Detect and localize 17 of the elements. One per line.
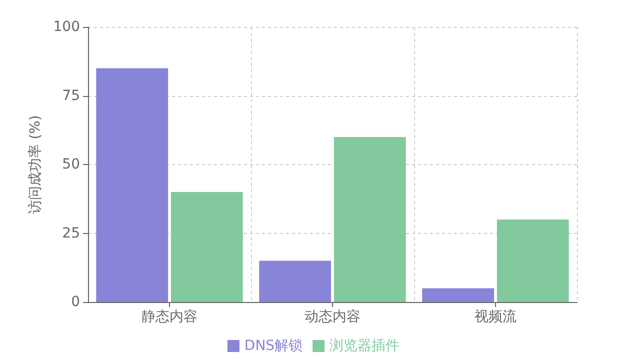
bar	[496, 220, 569, 302]
y-tick-label: 100	[53, 19, 80, 35]
y-tick-label: 25	[62, 225, 80, 242]
bar	[422, 288, 494, 302]
bar	[96, 68, 168, 302]
legend-label: 浏览器插件	[330, 338, 400, 354]
bar	[170, 192, 243, 302]
x-tick-label: 视频流	[474, 309, 516, 325]
y-axis-title: 访问成功率 (%)	[27, 115, 44, 214]
y-tick-label: 75	[62, 88, 80, 104]
x-tick-label: 动态内容	[304, 309, 360, 325]
legend-label: DNS解锁	[244, 338, 303, 354]
y-tick-label: 50	[62, 156, 80, 172]
x-tick-label: 静态内容	[142, 309, 198, 325]
bar	[259, 260, 332, 302]
y-tick-label: 0	[71, 294, 80, 310]
bar	[334, 137, 406, 302]
